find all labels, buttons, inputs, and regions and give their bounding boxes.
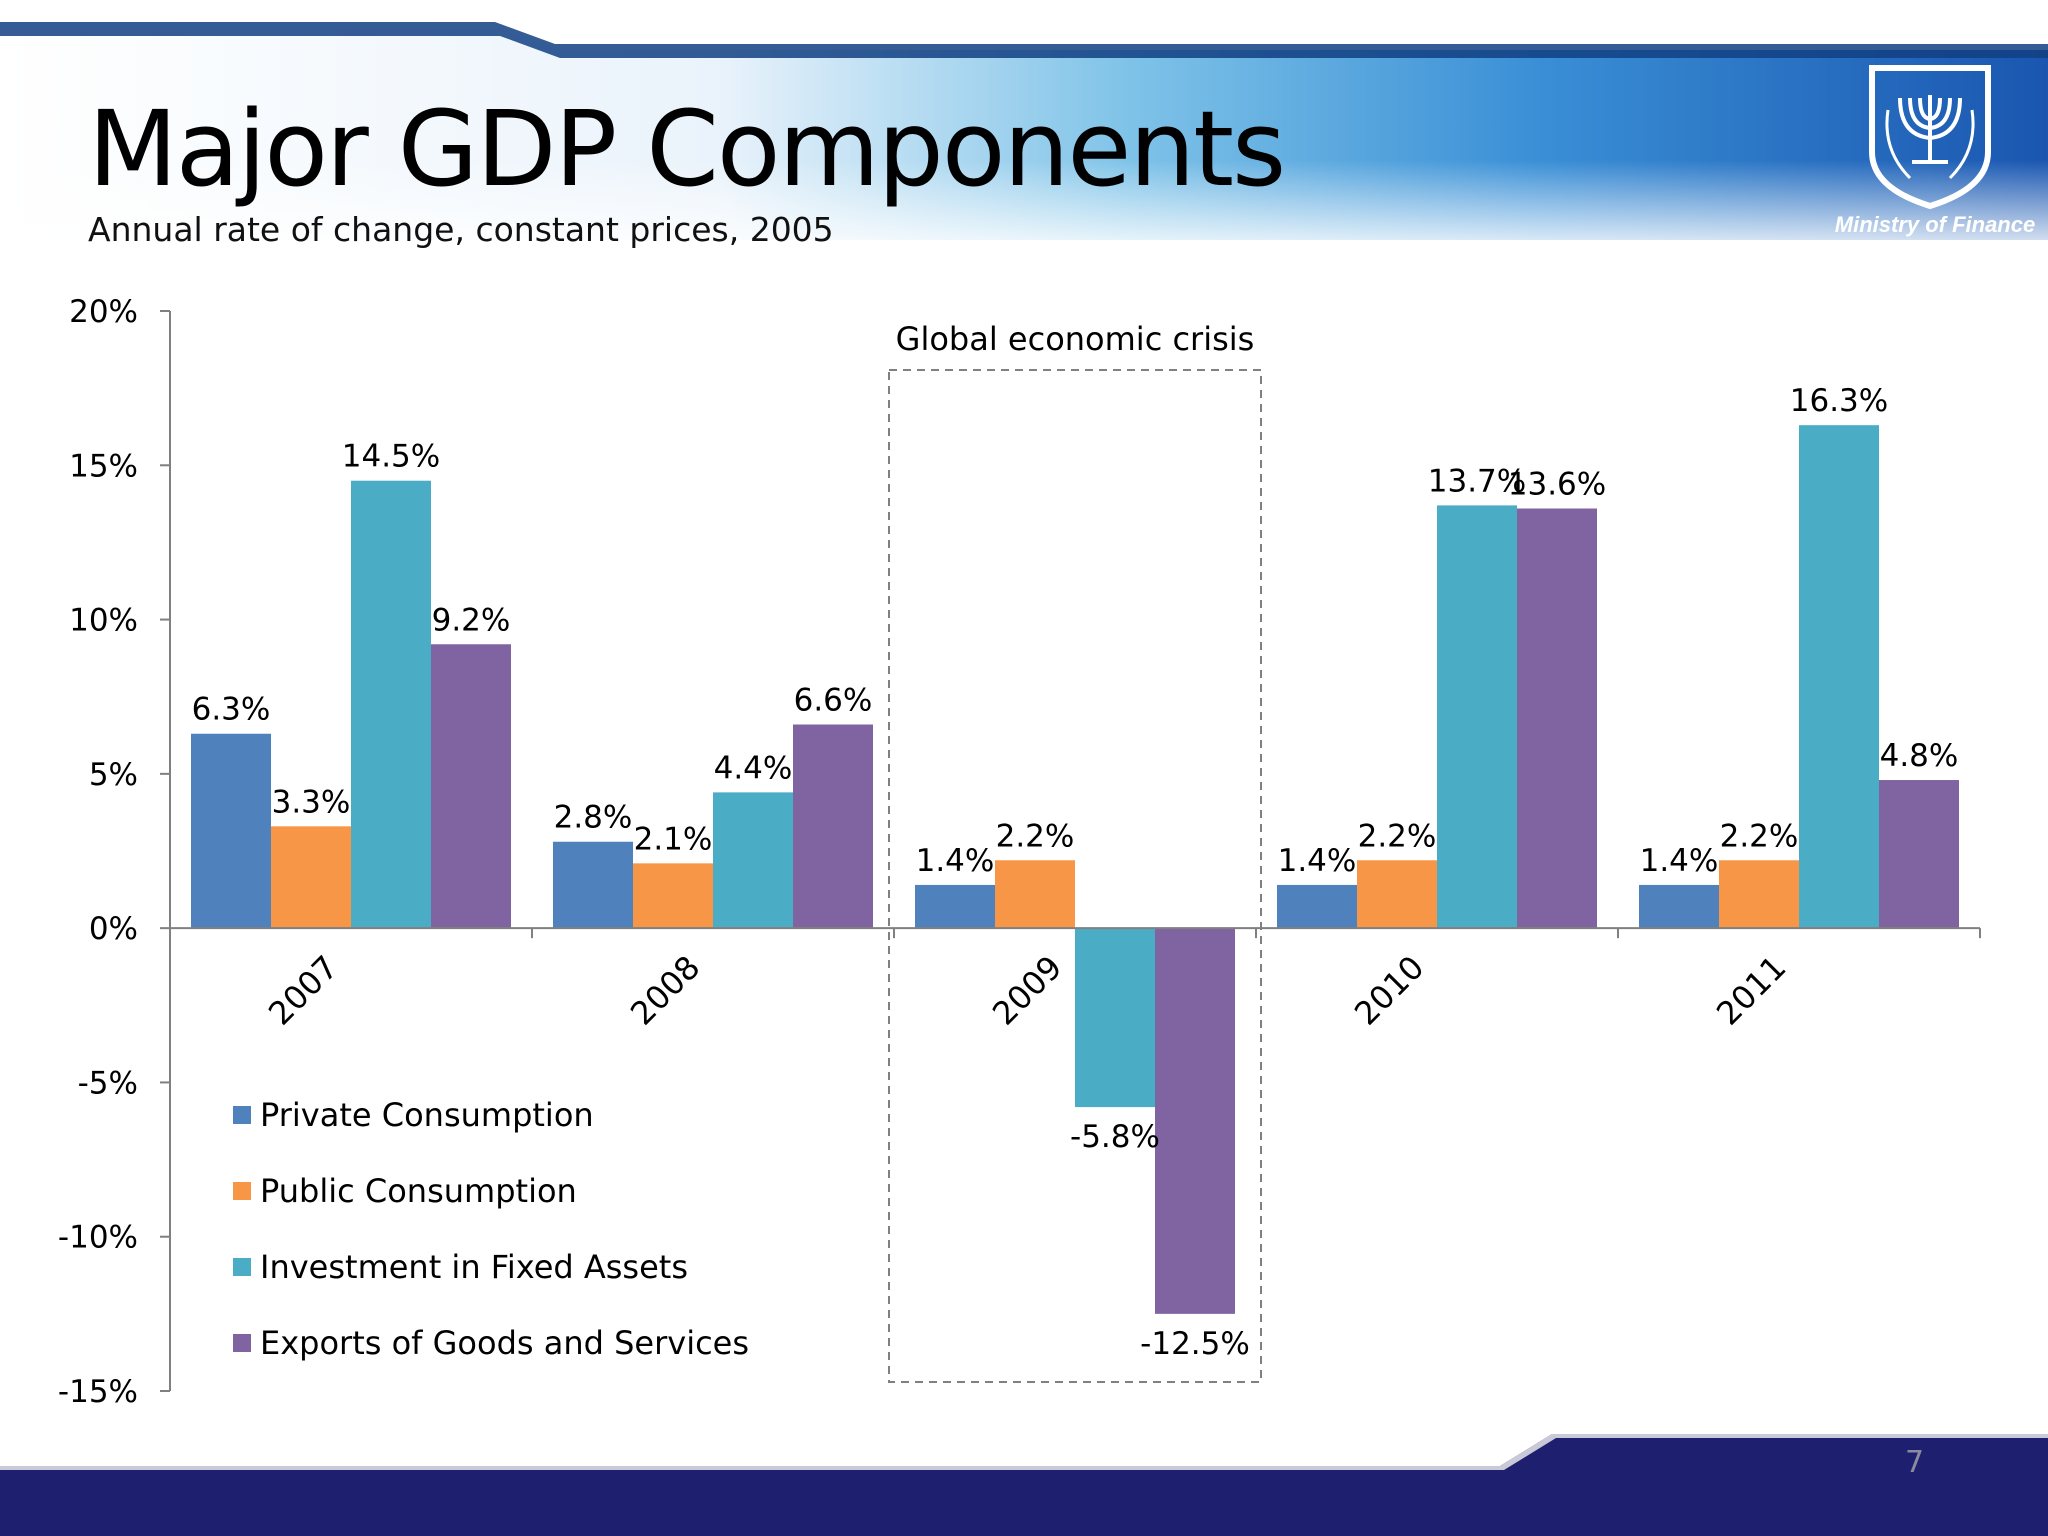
legend-swatch [233, 1258, 251, 1276]
legend-label: Private Consumption [260, 1096, 594, 1134]
x-tick-label: 2007 [261, 948, 345, 1032]
bar [1155, 928, 1235, 1314]
bar [1357, 860, 1437, 929]
menorah-icon [1898, 95, 1962, 164]
data-label: 4.8% [1880, 738, 1959, 774]
bar [351, 480, 431, 929]
data-label: 9.2% [432, 602, 511, 638]
y-tick-label: -15% [58, 1374, 138, 1410]
data-label: 2.2% [1720, 818, 1799, 854]
header-banner [0, 0, 2048, 260]
data-label: -5.8% [1070, 1119, 1160, 1155]
logo-caption: Ministry of Finance [1835, 212, 2035, 237]
y-tick-label: 10% [69, 603, 138, 639]
x-tick-label: 2010 [1347, 948, 1431, 1032]
ministry-of-finance-logo: Ministry of Finance [1835, 65, 2035, 237]
data-label: 2.2% [996, 818, 1075, 854]
legend-swatch [233, 1182, 251, 1200]
data-label: 13.7% [1428, 463, 1526, 499]
y-tick-label: -5% [78, 1065, 138, 1101]
data-label: 1.4% [1640, 843, 1719, 879]
slide-subtitle: Annual rate of change, constant prices, … [88, 210, 834, 249]
data-label: 16.3% [1790, 383, 1888, 419]
bar [995, 860, 1075, 929]
y-tick-label: -10% [58, 1220, 138, 1256]
legend-label: Exports of Goods and Services [260, 1324, 749, 1362]
bar [633, 863, 713, 929]
bar [553, 841, 633, 929]
legend-label: Investment in Fixed Assets [260, 1248, 688, 1286]
crisis-highlight-box [888, 369, 1262, 1383]
x-tick-label: 2011 [1709, 948, 1793, 1032]
crisis-annotation: Global economic crisis [896, 320, 1255, 358]
bar [271, 826, 351, 929]
y-tick-label: 15% [69, 448, 138, 484]
bar [1437, 505, 1517, 929]
gdp-components-chart: Global economic crisis 20% 15% 10% 5% 0% -5% -… [58, 294, 1981, 1410]
x-tick-label: 2008 [623, 948, 707, 1032]
y-tick-label: 0% [89, 911, 138, 947]
bar [915, 884, 995, 929]
data-label: 14.5% [342, 439, 440, 475]
bar [1075, 928, 1155, 1108]
data-label: 4.4% [714, 750, 793, 786]
bar [1879, 780, 1959, 929]
page-number: 7 [1905, 1445, 1925, 1480]
data-label: 6.6% [794, 682, 873, 718]
bar [793, 724, 873, 929]
data-label: -12.5% [1140, 1326, 1250, 1362]
y-tick-label: 20% [69, 294, 138, 330]
data-label: 13.6% [1508, 466, 1606, 502]
footer-band [0, 1434, 2048, 1536]
data-label: 3.3% [272, 784, 351, 820]
bar [1517, 508, 1597, 929]
data-label: 1.4% [1278, 843, 1357, 879]
data-label: 2.1% [634, 821, 713, 857]
bar [1799, 425, 1879, 929]
legend-label: Public Consumption [260, 1172, 577, 1210]
bar [431, 644, 511, 929]
legend-swatch [233, 1106, 251, 1124]
data-label: 1.4% [916, 843, 995, 879]
data-label: 2.8% [554, 800, 633, 836]
legend-swatch [233, 1334, 251, 1352]
x-tick-label: 2009 [985, 948, 1069, 1032]
bar [713, 792, 793, 929]
bar [1277, 884, 1357, 929]
data-label: 2.2% [1358, 818, 1437, 854]
bar [1639, 884, 1719, 929]
slide-title: Major GDP Components [88, 88, 1286, 210]
data-label: 6.3% [192, 692, 271, 728]
y-tick-label: 5% [89, 757, 138, 793]
bar [1719, 860, 1799, 929]
bar [191, 733, 271, 929]
